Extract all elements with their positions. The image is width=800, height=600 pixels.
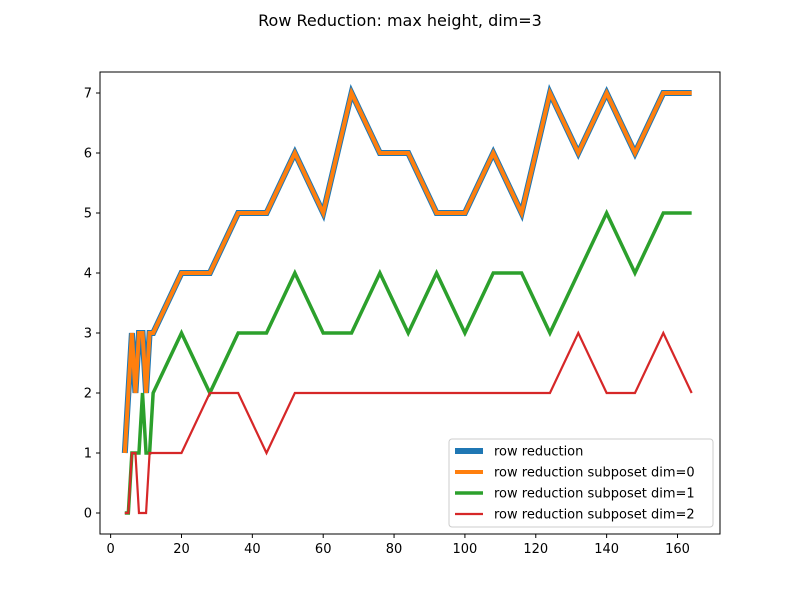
series-line-3 [124,330,693,515]
y-tick-label: 0 [84,507,92,522]
series-lines [121,83,693,515]
legend: row reduction row reduction subposet dim=… [448,438,714,528]
legend-box [448,438,714,528]
legend-label-1: row reduction subposet dim=0 [494,466,695,481]
y-tick-label: 3 [84,327,92,342]
x-tick-label: 40 [244,542,261,557]
x-tick-label: 80 [386,542,403,557]
y-tick-label: 7 [84,87,92,102]
y-axis: 0 1 2 3 4 5 6 7 [84,87,100,522]
series-line-2 [124,208,692,515]
x-tick-label: 140 [594,542,619,557]
legend-label-3: row reduction subposet dim=2 [494,508,695,523]
x-tick-label: 20 [173,542,190,557]
y-tick-label: 2 [84,387,92,402]
legend-label-0: row reduction [494,445,583,460]
y-tick-label: 6 [84,147,92,162]
y-tick-label: 4 [84,267,92,282]
x-tick-label: 0 [106,542,114,557]
y-tick-label: 1 [84,447,92,462]
x-tick-label: 100 [453,542,478,557]
series-line-1 [122,86,692,454]
x-tick-label: 60 [315,542,332,557]
plot-frame [99,71,721,535]
x-tick-label: 160 [665,542,690,557]
y-tick-label: 5 [84,207,92,222]
x-tick-label: 120 [523,542,548,557]
chart-title: Row Reduction: max height, dim=3 [258,11,542,30]
x-axis: 0 20 40 60 80 100 120 140 160 [106,534,690,557]
legend-label-2: row reduction subposet dim=1 [494,487,695,502]
